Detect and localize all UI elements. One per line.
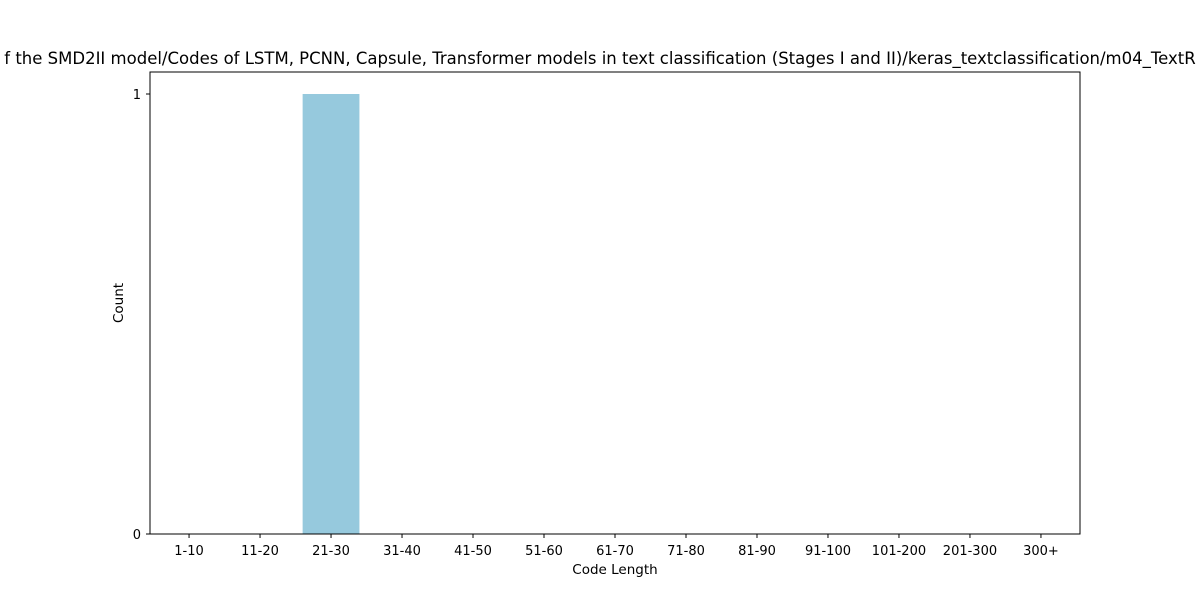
y-axis-ticks: 01 — [133, 88, 150, 543]
x-tick-label: 71-80 — [667, 544, 705, 559]
y-tick-label: 1 — [133, 88, 141, 103]
x-tick-label: 101-200 — [872, 544, 926, 559]
x-tick-label: 11-20 — [241, 544, 279, 559]
x-tick-label: 91-100 — [805, 544, 851, 559]
x-tick-label: 201-300 — [943, 544, 997, 559]
plot-area-frame — [149, 71, 1081, 535]
x-tick-label: 1-10 — [174, 544, 204, 559]
chart-title: f the SMD2II model/Codes of LSTM, PCNN, … — [4, 49, 1195, 69]
bars-layer — [302, 94, 360, 534]
x-tick-label: 300+ — [1023, 544, 1059, 559]
x-tick-label: 51-60 — [525, 544, 563, 559]
y-axis-label: Count — [111, 283, 127, 323]
x-axis-ticks: 1-10 11-20 21-30 31-40 41-50 51-60 61-70 71-80 8… — [174, 534, 1059, 559]
x-tick-label: 61-70 — [596, 544, 634, 559]
x-tick-label: 31-40 — [383, 544, 421, 559]
bar-21-30 — [302, 94, 360, 534]
x-tick-label: 41-50 — [454, 544, 492, 559]
y-tick-label: 0 — [133, 528, 141, 543]
x-tick-label: 81-90 — [738, 544, 776, 559]
x-axis-label: Code Length — [572, 562, 657, 578]
x-tick-label: 21-30 — [312, 544, 350, 559]
